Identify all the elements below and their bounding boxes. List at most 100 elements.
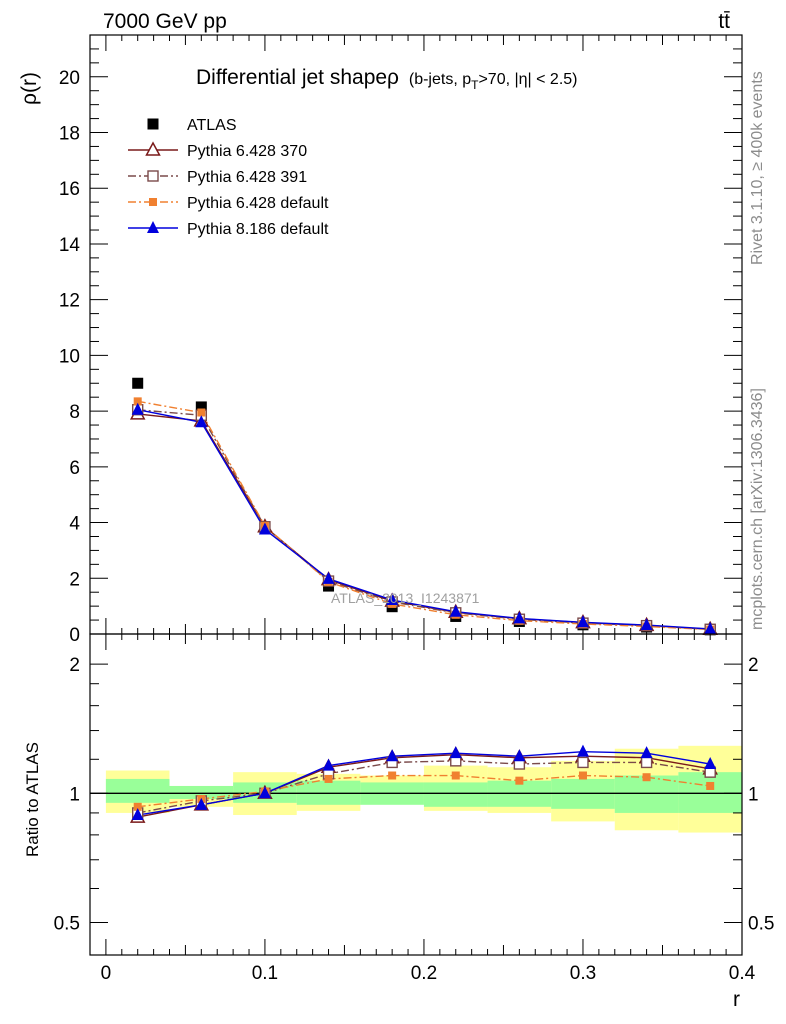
ratio-series-3	[137, 750, 711, 816]
main-series-3	[137, 400, 711, 631]
main-series-4	[137, 409, 711, 630]
main-data-point	[197, 408, 206, 417]
ratio-data-point	[195, 797, 208, 810]
main-ytick-label: 0	[69, 625, 80, 646]
watermark: ATLAS_2013_I1243871	[331, 590, 480, 606]
ratio-xtick-label: 0.2	[411, 963, 437, 984]
legend-marker	[147, 118, 159, 130]
main-data-point	[133, 397, 142, 406]
main-data-point	[258, 522, 271, 535]
ratio-xtick-label: 0	[101, 963, 112, 984]
main-data-point	[640, 618, 653, 631]
main-ytick-label: 14	[59, 235, 81, 256]
main-data-point	[195, 401, 207, 413]
main-data-point	[449, 604, 462, 617]
legend-entry: Pythia 6.428 391	[128, 169, 307, 186]
main-title-sub: (b-jets, pT>70, |η| < 2.5)	[409, 71, 578, 92]
ratio-xtick-label: 0.3	[570, 963, 596, 984]
legend: ATLAS Pythia 6.428 370 Pythia 6.428 391 Pyt…	[128, 117, 329, 238]
legend-entry: ATLAS	[147, 117, 237, 134]
title-sub-part: >70, |η| < 2.5)	[478, 71, 577, 88]
main-ytick-label: 12	[59, 291, 80, 312]
ratio-series-2	[137, 774, 711, 808]
ratio-data-point	[386, 749, 399, 762]
main-panel: 0 2 4 6 8 10 12 14 16 18 20	[59, 34, 743, 646]
main-data-point	[322, 571, 335, 584]
ratio-band-green	[105, 778, 170, 803]
ratio-xtick-label: 0.1	[252, 963, 278, 984]
legend-label: Pythia 6.428 370	[187, 143, 307, 160]
ratio-band-green	[614, 775, 679, 813]
ratio-data-point	[513, 749, 526, 762]
ratio-ylabel: Ratio to ATLAS	[23, 742, 42, 857]
ratio-data-point	[706, 781, 715, 790]
ratio-series-line	[137, 760, 711, 814]
main-series-line	[137, 400, 711, 631]
ratio-data-point	[640, 746, 653, 759]
main-ytick-label: 10	[59, 346, 80, 367]
ratio-data-point	[577, 756, 589, 769]
main-ytick-label: 20	[59, 68, 80, 89]
legend-marker	[147, 170, 159, 182]
legend-entry: Pythia 8.186 default	[128, 221, 329, 238]
main-data-point	[132, 377, 144, 389]
ratio-ytick-label: 2	[69, 655, 80, 676]
ratio-ytick-label-right: 2	[748, 655, 759, 676]
ratio-series-1	[137, 760, 711, 814]
ratio-data-point	[576, 744, 589, 757]
ratio-data-point	[324, 774, 333, 783]
main-data-point	[195, 415, 208, 428]
legend-entry: Pythia 6.428 default	[128, 195, 329, 212]
main-data-point	[386, 593, 399, 606]
ratio-band-green	[678, 772, 742, 813]
main-series-line	[137, 409, 711, 630]
ratio-data-point	[515, 776, 524, 785]
ratio-ytick-label: 1	[69, 784, 80, 805]
title-sub-part: (b-jets, p	[409, 71, 471, 88]
main-ylabel: ρ(r)	[18, 72, 41, 105]
rivet-label: Rivet 3.1.10, ≥ 400k events	[749, 71, 766, 265]
ratio-ytick-label-right: 0.5	[748, 913, 774, 934]
legend-label: Pythia 6.428 391	[187, 169, 307, 186]
main-ytick-label: 2	[69, 569, 80, 590]
ratio-data-point	[449, 746, 462, 759]
main-title-text: Differential jet shapeρ	[196, 66, 399, 89]
ratio-band-green	[169, 785, 234, 799]
legend-label: Pythia 8.186 default	[187, 221, 329, 238]
ratio-xtick-label: 0.4	[729, 963, 756, 984]
legend-label: ATLAS	[187, 117, 237, 134]
ratio-data-point	[704, 757, 717, 770]
legend-marker	[145, 141, 161, 156]
ratio-panel: 0.5 0.5 1 1 2 2 0 0.1 0.2 0.3 0.4	[54, 633, 774, 984]
legend-entry: Pythia 6.428 370	[128, 141, 307, 160]
header-left: 7000 GeV pp	[103, 10, 227, 33]
main-ytick-label: 18	[59, 124, 80, 145]
title-sub-subscript: T	[471, 78, 479, 92]
main-ytick-label: 16	[59, 179, 80, 200]
ratio-ytick-label: 0.5	[54, 913, 80, 934]
legend-label: Pythia 6.428 default	[187, 195, 329, 212]
ratio-series-line	[137, 774, 711, 808]
ratio-data-point	[322, 758, 335, 771]
main-data-point	[513, 611, 526, 624]
main-data-point	[131, 402, 144, 415]
main-title: Differential jet shapeρ (b-jets, pT>70, …	[196, 66, 578, 92]
ratio-data-point	[640, 756, 653, 769]
ratio-ytick-label-right: 1	[748, 784, 759, 805]
main-markers-4	[131, 402, 717, 634]
ratio-frame	[89, 633, 743, 956]
ratio-band-green	[423, 782, 488, 807]
ratio-data-point	[258, 786, 271, 799]
ratio-data-point	[388, 771, 397, 780]
ratio-data-point	[131, 808, 144, 821]
ratio-data-point	[451, 771, 460, 780]
ratio-xlabel: r	[733, 988, 740, 1011]
legend-marker	[149, 198, 157, 206]
main-ytick-label: 8	[69, 402, 80, 423]
main-ytick-label: 4	[69, 514, 80, 535]
legend-marker	[147, 221, 159, 233]
main-data-point	[576, 615, 589, 628]
ratio-series-line	[137, 750, 711, 816]
header-right: tt̄	[718, 10, 730, 33]
